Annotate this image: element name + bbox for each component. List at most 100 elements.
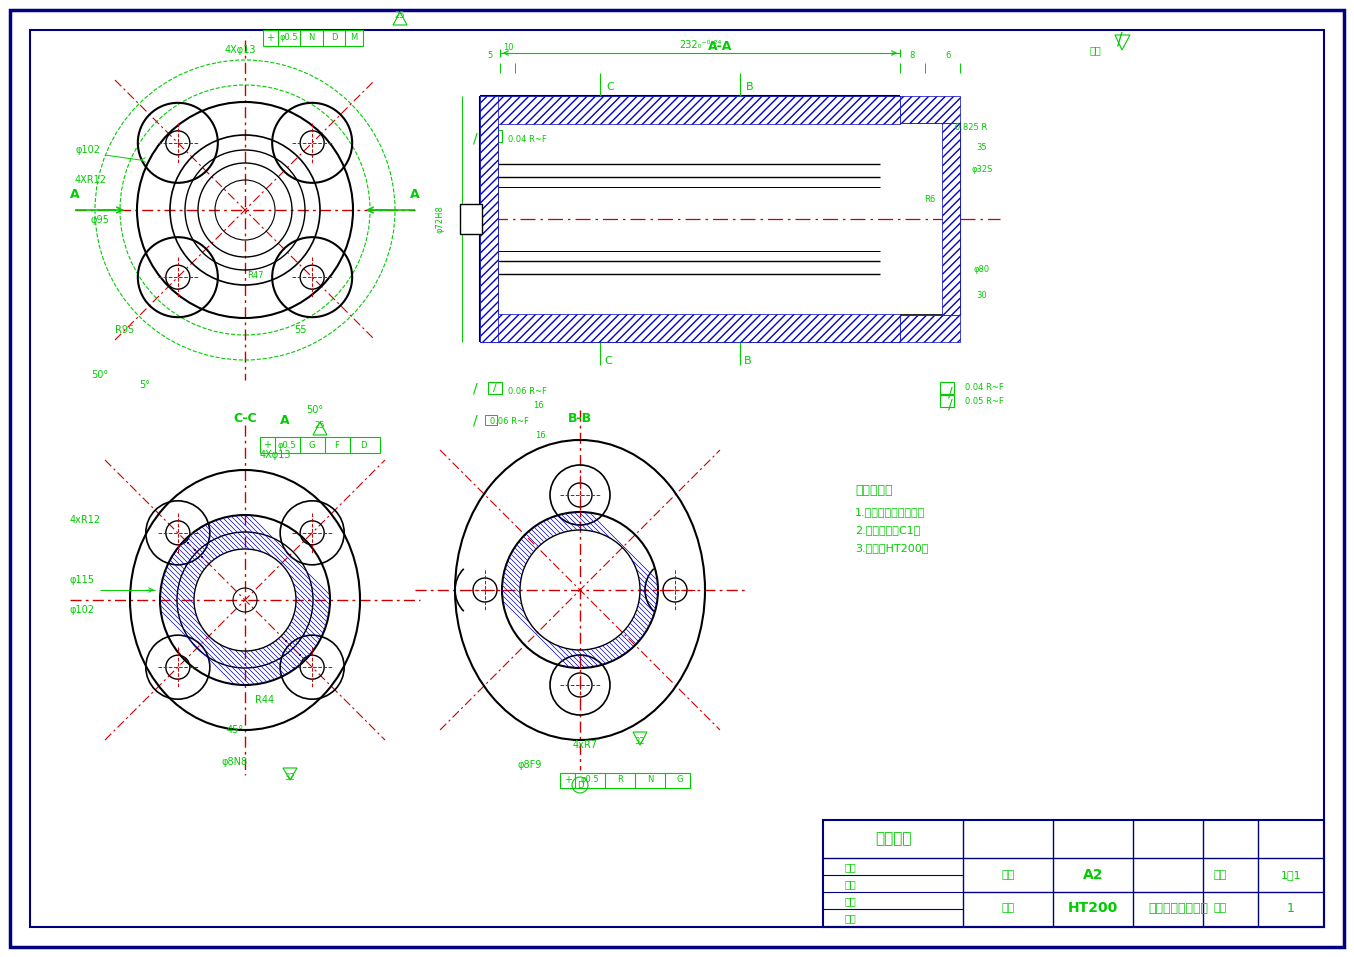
Text: 技术要求：: 技术要求：	[854, 483, 892, 497]
Text: +: +	[265, 33, 274, 43]
Text: 3.材料：HT200。: 3.材料：HT200。	[854, 543, 929, 553]
Text: D: D	[577, 781, 584, 790]
Text: φ8F9: φ8F9	[517, 760, 542, 770]
Text: 35: 35	[976, 144, 987, 152]
Text: 0.05 R~F: 0.05 R~F	[965, 397, 1003, 407]
Text: C: C	[607, 82, 613, 92]
Bar	[945, 120, 959, 132]
Text: B-B: B-B	[567, 412, 592, 425]
Text: 图号: 图号	[1002, 870, 1014, 880]
Text: 25: 25	[314, 420, 325, 430]
Text: φ95: φ95	[91, 215, 110, 225]
Text: R47: R47	[246, 271, 263, 279]
Bar	[940, 395, 955, 407]
Text: 6: 6	[945, 52, 951, 60]
Text: 45°: 45°	[226, 725, 244, 735]
Text: φ102: φ102	[70, 605, 95, 615]
Text: N: N	[647, 775, 653, 785]
Text: 232₀⁻⁰⋅²⁴: 232₀⁻⁰⋅²⁴	[678, 40, 722, 50]
Text: φ80: φ80	[974, 264, 990, 274]
Bar	[481, 96, 900, 124]
Bar	[940, 382, 955, 394]
Text: D: D	[360, 440, 366, 450]
Bar	[487, 382, 502, 394]
Text: +: +	[263, 440, 271, 450]
Bar	[823, 820, 1324, 927]
Text: F: F	[334, 440, 340, 450]
Text: 30: 30	[976, 291, 987, 300]
Text: 0.04 R~F: 0.04 R~F	[508, 136, 547, 145]
Text: D: D	[330, 33, 337, 42]
Bar	[487, 130, 502, 142]
Text: R6: R6	[925, 194, 936, 204]
Text: B: B	[745, 356, 751, 366]
Text: 0.06 R~F: 0.06 R~F	[508, 388, 547, 396]
Text: N: N	[307, 33, 314, 42]
Text: 5°: 5°	[139, 380, 150, 390]
Text: G: G	[309, 440, 315, 450]
Text: 成绩: 成绩	[845, 896, 857, 906]
Text: 0.04 R~F: 0.04 R~F	[965, 384, 1003, 392]
Text: φ72H8: φ72H8	[436, 205, 444, 233]
Text: A: A	[410, 189, 420, 202]
Text: 32: 32	[635, 738, 646, 746]
Text: 机械设计课程设计: 机械设计课程设计	[1148, 901, 1208, 915]
Text: 16: 16	[532, 400, 543, 410]
Text: A: A	[280, 413, 290, 427]
Text: 4xR12: 4xR12	[70, 515, 102, 525]
Text: /: /	[948, 398, 952, 412]
Text: C: C	[604, 356, 612, 366]
Text: 比例: 比例	[1213, 870, 1227, 880]
Text: C-C: C-C	[233, 412, 257, 425]
Text: /: /	[473, 381, 478, 395]
Text: A-A: A-A	[708, 39, 733, 53]
Text: 1：1: 1：1	[1281, 870, 1301, 880]
Text: 5: 5	[487, 52, 493, 60]
Text: A: A	[70, 189, 80, 202]
Bar	[481, 96, 498, 342]
Text: 55: 55	[294, 325, 306, 335]
Bar	[260, 437, 380, 453]
Text: /: /	[1117, 31, 1122, 49]
Text: 8: 8	[910, 52, 915, 60]
Text: 材料: 材料	[1002, 903, 1014, 913]
Text: /: /	[473, 131, 478, 145]
Text: 数量: 数量	[1213, 903, 1227, 913]
Bar	[481, 314, 900, 342]
Text: /: /	[948, 385, 952, 399]
Text: φ8N8: φ8N8	[222, 757, 248, 767]
Text: /: /	[473, 413, 478, 427]
Text: φ102: φ102	[74, 145, 100, 155]
Text: 4xR7: 4xR7	[573, 740, 597, 750]
Text: HT200: HT200	[1068, 901, 1118, 915]
Text: 10: 10	[502, 43, 513, 53]
Text: 日期: 日期	[845, 913, 857, 923]
Text: M: M	[351, 33, 357, 42]
Text: 其余: 其余	[1089, 45, 1101, 55]
Text: B: B	[746, 82, 754, 92]
Text: /: /	[493, 383, 497, 393]
Text: 4Xφ13: 4Xφ13	[225, 45, 256, 55]
Text: φ0.5: φ0.5	[280, 33, 298, 42]
Text: 50°: 50°	[92, 370, 108, 380]
Text: R95: R95	[115, 325, 134, 335]
Text: 16: 16	[535, 431, 546, 439]
Text: 50°: 50°	[306, 405, 324, 415]
Bar	[263, 30, 363, 46]
Text: +: +	[565, 775, 571, 785]
Text: φ0.5: φ0.5	[581, 775, 600, 785]
Text: 4XR12: 4XR12	[74, 175, 107, 185]
Text: 25: 25	[395, 11, 405, 19]
Text: φ0.5: φ0.5	[278, 440, 297, 450]
Text: R: R	[617, 775, 623, 785]
Text: 审阅: 审阅	[845, 879, 857, 889]
Bar	[460, 204, 482, 234]
Text: 左臂壳体: 左臂壳体	[875, 832, 911, 847]
Bar	[561, 773, 691, 788]
Text: 2.未注明倒角C1。: 2.未注明倒角C1。	[854, 525, 921, 535]
Text: φ115: φ115	[70, 575, 95, 585]
Bar	[460, 204, 482, 234]
Text: 4Xφ13: 4Xφ13	[259, 450, 291, 460]
Text: G: G	[677, 775, 684, 785]
Text: 0.825 R: 0.825 R	[955, 123, 987, 132]
